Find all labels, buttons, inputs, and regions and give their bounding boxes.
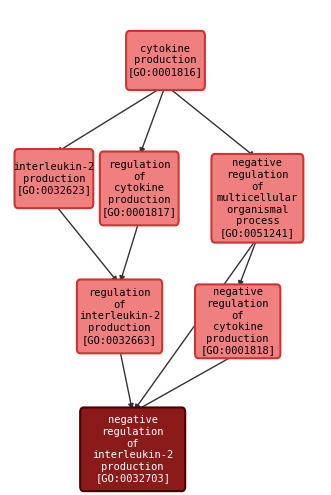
Text: cytokine
production
[GO:0001816]: cytokine production [GO:0001816] <box>128 44 203 77</box>
FancyBboxPatch shape <box>126 31 205 90</box>
FancyBboxPatch shape <box>77 280 162 353</box>
FancyBboxPatch shape <box>15 149 93 208</box>
FancyBboxPatch shape <box>100 151 179 225</box>
Text: regulation
of
cytokine
production
[GO:0001817]: regulation of cytokine production [GO:00… <box>102 160 177 217</box>
Text: regulation
of
interleukin-2
production
[GO:0032663]: regulation of interleukin-2 production [… <box>79 288 160 345</box>
FancyBboxPatch shape <box>80 407 185 491</box>
FancyBboxPatch shape <box>195 285 280 358</box>
Text: negative
regulation
of
cytokine
production
[GO:0001818]: negative regulation of cytokine producti… <box>200 287 275 355</box>
Text: negative
regulation
of
multicellular
organismal
process
[GO:0051241]: negative regulation of multicellular org… <box>217 158 298 238</box>
FancyBboxPatch shape <box>212 154 303 243</box>
Text: negative
regulation
of
interleukin-2
production
[GO:0032703]: negative regulation of interleukin-2 pro… <box>92 415 173 483</box>
Text: interleukin-2
production
[GO:0032623]: interleukin-2 production [GO:0032623] <box>13 162 95 195</box>
